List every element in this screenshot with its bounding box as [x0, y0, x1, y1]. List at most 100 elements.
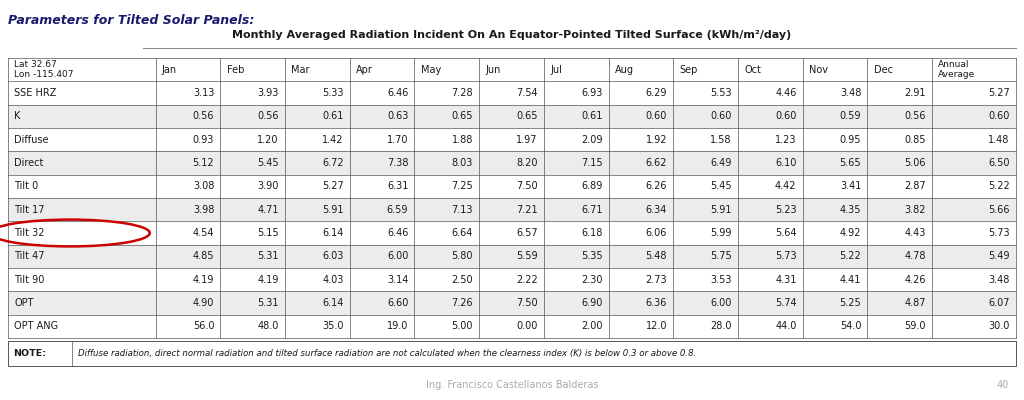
- Text: Aug: Aug: [614, 65, 634, 75]
- Text: 6.71: 6.71: [581, 205, 602, 215]
- Text: 6.93: 6.93: [581, 88, 602, 98]
- Text: 6.57: 6.57: [516, 228, 538, 238]
- Text: 5.35: 5.35: [581, 251, 602, 261]
- Text: Annual
Average: Annual Average: [938, 60, 976, 79]
- Text: 3.08: 3.08: [193, 181, 214, 191]
- Text: 5.22: 5.22: [988, 181, 1010, 191]
- Text: 4.31: 4.31: [775, 275, 797, 285]
- Text: 5.48: 5.48: [645, 251, 667, 261]
- Text: 6.00: 6.00: [711, 298, 732, 308]
- Text: Direct: Direct: [14, 158, 44, 168]
- Text: 12.0: 12.0: [645, 321, 667, 331]
- Text: Feb: Feb: [226, 65, 244, 75]
- Text: 3.48: 3.48: [840, 88, 861, 98]
- Text: Monthly Averaged Radiation Incident On An Equator-Pointed Tilted Surface (kWh/m²: Monthly Averaged Radiation Incident On A…: [232, 30, 792, 40]
- Text: 4.85: 4.85: [193, 251, 214, 261]
- Text: 5.45: 5.45: [711, 181, 732, 191]
- Text: Tilt 17: Tilt 17: [14, 205, 45, 215]
- Text: 5.64: 5.64: [775, 228, 797, 238]
- Text: 5.06: 5.06: [904, 158, 926, 168]
- Text: Tilt 47: Tilt 47: [14, 251, 45, 261]
- Text: 1.23: 1.23: [775, 135, 797, 145]
- Text: 3.41: 3.41: [840, 181, 861, 191]
- Text: 0.65: 0.65: [452, 111, 473, 121]
- Text: NOTE:: NOTE:: [13, 349, 46, 358]
- Text: 5.91: 5.91: [323, 205, 344, 215]
- Text: 2.00: 2.00: [581, 321, 602, 331]
- Text: 59.0: 59.0: [904, 321, 926, 331]
- Text: 6.26: 6.26: [645, 181, 667, 191]
- Text: 0.60: 0.60: [646, 111, 667, 121]
- Text: 8.03: 8.03: [452, 158, 473, 168]
- Text: 0.60: 0.60: [711, 111, 732, 121]
- Text: 5.27: 5.27: [322, 181, 344, 191]
- Text: 2.87: 2.87: [904, 181, 926, 191]
- Text: 6.34: 6.34: [646, 205, 667, 215]
- Text: 6.14: 6.14: [323, 298, 344, 308]
- Text: 3.98: 3.98: [193, 205, 214, 215]
- Text: 6.18: 6.18: [581, 228, 602, 238]
- Text: 6.10: 6.10: [775, 158, 797, 168]
- Text: 8.20: 8.20: [516, 158, 538, 168]
- Text: Apr: Apr: [356, 65, 373, 75]
- Text: 4.46: 4.46: [775, 88, 797, 98]
- Text: 44.0: 44.0: [775, 321, 797, 331]
- Text: 5.23: 5.23: [775, 205, 797, 215]
- Text: 3.82: 3.82: [904, 205, 926, 215]
- Text: K: K: [14, 111, 20, 121]
- Text: 6.49: 6.49: [711, 158, 732, 168]
- Text: 4.92: 4.92: [840, 228, 861, 238]
- Text: 0.61: 0.61: [581, 111, 602, 121]
- Text: 6.46: 6.46: [387, 88, 409, 98]
- Text: 1.70: 1.70: [387, 135, 409, 145]
- Text: 1.88: 1.88: [452, 135, 473, 145]
- Text: 7.21: 7.21: [516, 205, 538, 215]
- Text: 0.60: 0.60: [775, 111, 797, 121]
- Text: 3.90: 3.90: [258, 181, 279, 191]
- Text: Diffuse radiation, direct normal radiation and tilted surface radiation are not : Diffuse radiation, direct normal radiati…: [78, 349, 696, 358]
- Text: Nov: Nov: [809, 65, 827, 75]
- Text: 4.54: 4.54: [193, 228, 214, 238]
- Text: 6.14: 6.14: [323, 228, 344, 238]
- Text: 2.09: 2.09: [581, 135, 602, 145]
- Text: 1.92: 1.92: [645, 135, 667, 145]
- Text: OPT ANG: OPT ANG: [14, 321, 58, 331]
- Text: 2.22: 2.22: [516, 275, 538, 285]
- Text: 5.27: 5.27: [988, 88, 1010, 98]
- Text: 3.93: 3.93: [258, 88, 279, 98]
- Text: 7.50: 7.50: [516, 298, 538, 308]
- Text: Sep: Sep: [679, 65, 697, 75]
- Text: 4.03: 4.03: [323, 275, 344, 285]
- Text: 3.14: 3.14: [387, 275, 409, 285]
- Text: 0.00: 0.00: [516, 321, 538, 331]
- Text: 0.85: 0.85: [904, 135, 926, 145]
- Text: 6.72: 6.72: [322, 158, 344, 168]
- Text: 1.42: 1.42: [323, 135, 344, 145]
- Text: 3.53: 3.53: [711, 275, 732, 285]
- Text: 6.07: 6.07: [988, 298, 1010, 308]
- Text: 4.90: 4.90: [193, 298, 214, 308]
- Text: 4.78: 4.78: [904, 251, 926, 261]
- Text: 6.89: 6.89: [581, 181, 602, 191]
- Text: 5.53: 5.53: [711, 88, 732, 98]
- Text: 5.25: 5.25: [840, 298, 861, 308]
- Text: 1.97: 1.97: [516, 135, 538, 145]
- Text: 7.26: 7.26: [452, 298, 473, 308]
- Text: 35.0: 35.0: [323, 321, 344, 331]
- Text: 7.38: 7.38: [387, 158, 409, 168]
- Text: 2.91: 2.91: [904, 88, 926, 98]
- Text: 5.91: 5.91: [711, 205, 732, 215]
- Text: 4.71: 4.71: [257, 205, 279, 215]
- Text: 0.61: 0.61: [323, 111, 344, 121]
- Text: Jan: Jan: [162, 65, 177, 75]
- Text: 4.19: 4.19: [258, 275, 279, 285]
- Text: 0.63: 0.63: [387, 111, 409, 121]
- Text: 6.62: 6.62: [645, 158, 667, 168]
- Text: 0.93: 0.93: [193, 135, 214, 145]
- Text: Parameters for Tilted Solar Panels:: Parameters for Tilted Solar Panels:: [8, 14, 255, 27]
- Text: 0.56: 0.56: [193, 111, 214, 121]
- Text: 5.22: 5.22: [840, 251, 861, 261]
- Text: 5.15: 5.15: [257, 228, 279, 238]
- Text: 4.35: 4.35: [840, 205, 861, 215]
- Text: 6.59: 6.59: [387, 205, 409, 215]
